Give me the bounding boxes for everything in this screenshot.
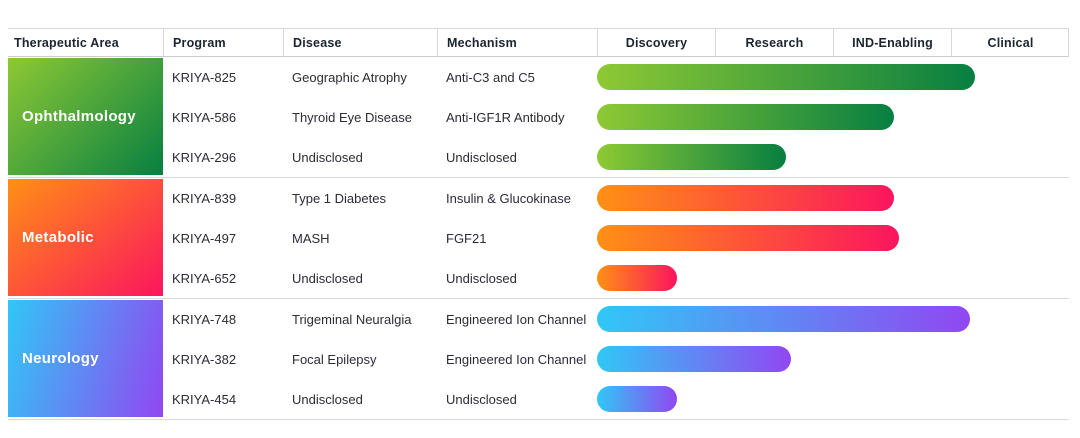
group-metabolic: Metabolic KRIYA-839 Type 1 Diabetes Insu… xyxy=(8,178,1069,299)
disease-cell: Geographic Atrophy xyxy=(292,69,407,85)
col-header-research: Research xyxy=(715,29,833,56)
program-cell: KRIYA-382 xyxy=(172,351,237,367)
disease-cell: Undisclosed xyxy=(292,270,363,286)
therapeutic-area-block-ophthalmology: Ophthalmology xyxy=(8,58,163,175)
program-cell: KRIYA-497 xyxy=(172,230,237,246)
row-kriya-652: KRIYA-652 Undisclosed Undisclosed xyxy=(163,258,1069,298)
stage-track xyxy=(597,225,1069,251)
pipeline-body: Ophthalmology KRIYA-825 Geographic Atrop… xyxy=(8,57,1069,420)
row-kriya-586: KRIYA-586 Thyroid Eye Disease Anti-IGF1R… xyxy=(163,97,1069,137)
stage-track xyxy=(597,104,1069,130)
row-kriya-497: KRIYA-497 MASH FGF21 xyxy=(163,218,1069,258)
stage-track xyxy=(597,185,1069,211)
group-ophthalmology: Ophthalmology KRIYA-825 Geographic Atrop… xyxy=(8,57,1069,178)
row-kriya-296: KRIYA-296 Undisclosed Undisclosed xyxy=(163,137,1069,177)
row-kriya-748: KRIYA-748 Trigeminal Neuralgia Engineere… xyxy=(163,299,1069,339)
progress-bar xyxy=(597,386,678,412)
program-cell: KRIYA-748 xyxy=(172,311,237,327)
mechanism-cell: Engineered Ion Channel xyxy=(446,351,587,367)
stage-track xyxy=(597,306,1069,332)
header-row: Therapeutic Area Program Disease Mechani… xyxy=(8,28,1069,57)
mechanism-cell: Undisclosed xyxy=(446,391,517,407)
progress-bar xyxy=(597,265,678,291)
program-cell: KRIYA-454 xyxy=(172,391,237,407)
progress-bar xyxy=(597,185,895,211)
mechanism-cell: Insulin & Glucokinase xyxy=(446,190,572,206)
therapeutic-area-label: Metabolic xyxy=(22,229,94,246)
disease-cell: Focal Epilepsy xyxy=(292,351,377,367)
disease-cell: Thyroid Eye Disease xyxy=(292,109,412,125)
progress-bar xyxy=(597,346,791,372)
col-header-disease: Disease xyxy=(283,29,437,56)
col-header-ind-enabling: IND-Enabling xyxy=(833,29,951,56)
mechanism-cell: FGF21 xyxy=(446,230,487,246)
program-cell: KRIYA-296 xyxy=(172,149,237,165)
row-kriya-382: KRIYA-382 Focal Epilepsy Engineered Ion … xyxy=(163,339,1069,379)
mechanism-cell: Engineered Ion Channel xyxy=(446,311,587,327)
col-header-mechanism: Mechanism xyxy=(437,29,597,56)
mechanism-cell: Undisclosed xyxy=(446,270,517,286)
stage-track xyxy=(597,64,1069,90)
progress-bar xyxy=(597,225,900,251)
program-cell: KRIYA-652 xyxy=(172,270,237,286)
row-kriya-825: KRIYA-825 Geographic Atrophy Anti-C3 and… xyxy=(163,57,1069,97)
disease-cell: Trigeminal Neuralgia xyxy=(292,311,412,327)
progress-bar xyxy=(597,104,895,130)
disease-cell: Undisclosed xyxy=(292,149,363,165)
therapeutic-area-block-metabolic: Metabolic xyxy=(8,179,163,296)
progress-bar xyxy=(597,64,975,90)
progress-bar xyxy=(597,306,970,332)
stage-track xyxy=(597,386,1069,412)
progress-bar xyxy=(597,144,786,170)
disease-cell: MASH xyxy=(292,230,330,246)
program-cell: KRIYA-586 xyxy=(172,109,237,125)
row-kriya-454: KRIYA-454 Undisclosed Undisclosed xyxy=(163,379,1069,419)
disease-cell: Undisclosed xyxy=(292,391,363,407)
col-header-clinical: Clinical xyxy=(951,29,1069,56)
stage-track xyxy=(597,144,1069,170)
col-header-therapeutic-area: Therapeutic Area xyxy=(14,35,119,50)
col-header-discovery: Discovery xyxy=(597,29,715,56)
stage-track xyxy=(597,346,1069,372)
col-header-program: Program xyxy=(163,29,283,56)
disease-cell: Type 1 Diabetes xyxy=(292,190,386,206)
mechanism-cell: Anti-IGF1R Antibody xyxy=(446,109,565,125)
group-neurology: Neurology KRIYA-748 Trigeminal Neuralgia… xyxy=(8,299,1069,420)
program-cell: KRIYA-839 xyxy=(172,190,237,206)
stage-track xyxy=(597,265,1069,291)
therapeutic-area-label: Ophthalmology xyxy=(22,108,136,125)
row-kriya-839: KRIYA-839 Type 1 Diabetes Insulin & Gluc… xyxy=(163,178,1069,218)
mechanism-cell: Undisclosed xyxy=(446,149,517,165)
therapeutic-area-block-neurology: Neurology xyxy=(8,300,163,417)
therapeutic-area-label: Neurology xyxy=(22,350,99,367)
program-cell: KRIYA-825 xyxy=(172,69,237,85)
mechanism-cell: Anti-C3 and C5 xyxy=(446,69,535,85)
